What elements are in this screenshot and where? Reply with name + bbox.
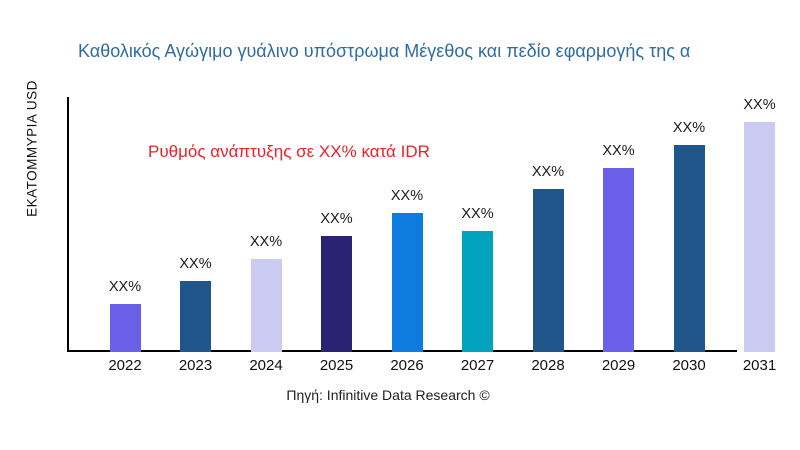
- bar-2029: [603, 168, 634, 352]
- y-axis-label: ΕΚΑΤΟΜΜΥΡΙΑ USD: [24, 80, 40, 217]
- x-tick-label-2023: 2023: [178, 357, 213, 374]
- bar-2025: [321, 236, 352, 352]
- x-tick-label-2031: 2031: [742, 357, 777, 374]
- x-tick-label-2029: 2029: [601, 357, 636, 374]
- x-tick-label-2022: 2022: [108, 357, 142, 374]
- bar-2026: [391, 213, 423, 352]
- bar-value-label-2025: XX%: [320, 211, 353, 227]
- bar-value-label-2030: XX%: [672, 120, 706, 136]
- x-tick-label-2025: 2025: [319, 357, 354, 374]
- bar-2027: [462, 231, 493, 352]
- bar-value-label-2026: XX%: [390, 188, 424, 204]
- growth-rate-annotation: Ρυθμός ανάπτυξης σε XX% κατά IDR: [148, 142, 430, 161]
- bar-value-label-2028: XX%: [531, 164, 565, 180]
- bar-value-label-2024: XX%: [249, 234, 283, 250]
- y-axis-line: [67, 97, 69, 352]
- bar-value-label-2023: XX%: [179, 256, 212, 272]
- bar-2023: [180, 281, 211, 352]
- bar-value-label-2022: XX%: [108, 279, 142, 295]
- bar-value-label-2027: XX%: [461, 206, 494, 222]
- x-tick-label-2024: 2024: [249, 357, 283, 374]
- bar-2028: [532, 189, 564, 352]
- chart-title: Καθολικός Αγώγιμο γυάλινο υπόστρωμα Μέγε…: [78, 41, 691, 61]
- x-tick-label-2030: 2030: [672, 357, 706, 374]
- bar-2030: [673, 145, 705, 352]
- bar-2024: [250, 259, 282, 352]
- bar-2022: [109, 304, 141, 352]
- source-attribution: Πηγή: Infinitive Data Research ©: [286, 387, 490, 403]
- x-tick-label-2026: 2026: [390, 357, 424, 374]
- bar-value-label-2029: XX%: [602, 143, 635, 159]
- x-tick-label-2028: 2028: [531, 357, 565, 374]
- x-tick-label-2027: 2027: [460, 357, 495, 374]
- bar-2031: [744, 122, 775, 352]
- bar-value-label-2031: XX%: [743, 97, 776, 113]
